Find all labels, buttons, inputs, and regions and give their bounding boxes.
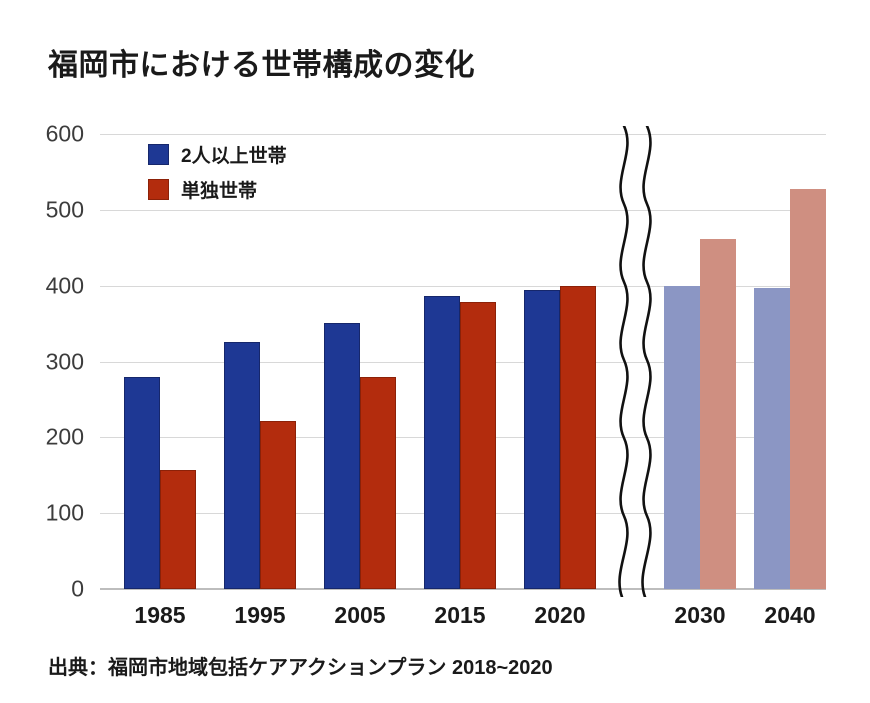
bar-2015-multi-person [424, 295, 460, 589]
y-axis-tick-label: 100 [45, 499, 84, 526]
bar-group [520, 134, 600, 589]
x-axis-tick-label: 2005 [334, 602, 386, 628]
gridline [100, 285, 826, 287]
chart-legend: 2人以上世帯 単独世帯 [148, 141, 287, 211]
x-axis-tick-label: 2020 [534, 602, 586, 628]
bar-2030-multi-person [664, 286, 700, 589]
legend-item-single-household: 単独世帯 [148, 176, 287, 203]
bar-group [750, 134, 830, 589]
gridline [100, 209, 826, 211]
legend-swatch-blue-icon [148, 144, 169, 165]
bar-1985-single [160, 469, 196, 589]
bar-group [660, 134, 740, 589]
bar-group [420, 134, 500, 589]
legend-item-multi-person-household: 2人以上世帯 [148, 141, 287, 168]
y-axis-tick-label: 300 [45, 348, 84, 374]
x-axis-baseline [100, 588, 826, 590]
y-axis-tick-label: 500 [45, 196, 84, 223]
bar-2020-multi-person [524, 290, 560, 589]
x-axis-tick-label: 2015 [434, 602, 486, 628]
legend-swatch-red-icon [148, 179, 169, 200]
y-axis-tick-label: 0 [71, 575, 84, 602]
bar-1995-single [260, 421, 296, 589]
bar-2005-single [360, 377, 396, 589]
legend-label-single-household: 単独世帯 [181, 181, 258, 202]
bar-group [220, 134, 300, 589]
bar-2015-single [460, 302, 496, 589]
x-axis-tick-label: 2030 [674, 602, 726, 628]
gridline [100, 134, 826, 135]
chart-title: 福岡市における世帯構成の変化 [48, 49, 475, 82]
x-axis-tick-label: 1995 [234, 602, 286, 628]
bar-2040-multi-person [754, 287, 790, 589]
plot-area: 0 100 200 300 400 500 600 1985 1995 2005 2015 2020… [46, 121, 826, 628]
bar-1985-multi-person [124, 376, 160, 589]
bar-2020-single [560, 286, 596, 589]
bar-2040-single [790, 189, 826, 589]
bar-group [320, 134, 400, 589]
bar-group [120, 134, 200, 589]
bar-2005-multi-person [324, 322, 360, 589]
bar-2030-single [700, 238, 736, 589]
x-axis-tick-label: 1985 [134, 602, 186, 628]
y-axis-tick-label: 200 [45, 423, 84, 450]
source-note: 出典：福岡市地域包括ケアアクションプラン 2018~2020 [48, 657, 553, 679]
y-axis-tick-label: 400 [45, 272, 84, 299]
x-axis-tick-label: 2040 [764, 602, 816, 628]
legend-label-multi-person-household: 2人以上世帯 [181, 146, 287, 167]
y-axis-tick-label: 600 [45, 120, 84, 147]
bar-1995-multi-person [224, 341, 260, 589]
